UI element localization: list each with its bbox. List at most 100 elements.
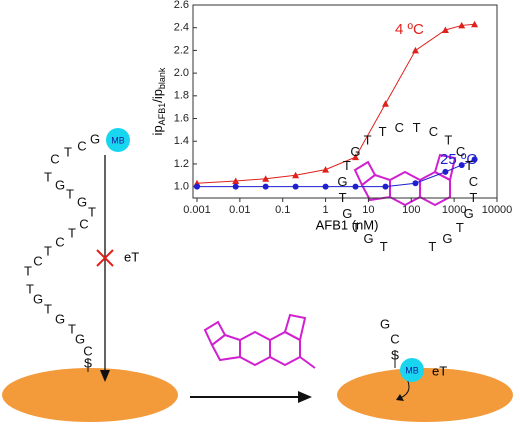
series-line — [196, 23, 475, 184]
nucleotide: S — [84, 355, 93, 370]
series-label: 25 ºC — [440, 151, 477, 168]
nucleotide: T — [343, 158, 351, 173]
marker — [322, 183, 329, 190]
arrow-head — [298, 391, 312, 403]
marker — [471, 156, 478, 163]
nucleotide: T — [26, 281, 34, 296]
y-label-part: blank — [157, 67, 167, 89]
nucleotide: T — [339, 190, 347, 205]
marker — [382, 183, 389, 190]
y-label-part: AFB1 — [157, 103, 167, 126]
arrow-head — [396, 394, 404, 401]
nucleotide: G — [55, 311, 65, 326]
marker — [262, 183, 269, 190]
nucleotide: T — [64, 144, 72, 159]
marker — [458, 162, 465, 169]
marker — [412, 180, 419, 187]
x-tick-label: 0.01 — [229, 204, 250, 216]
electrode-left — [2, 368, 178, 422]
nucleotide: G — [342, 206, 352, 221]
aflatoxin — [203, 313, 316, 369]
arrow-head — [100, 370, 110, 382]
y-tick-label: 2.2 — [174, 44, 189, 56]
marker — [292, 183, 299, 190]
nucleotide: G — [380, 316, 390, 331]
nucleotide: G — [337, 174, 347, 189]
nucleotide: T — [379, 124, 387, 139]
nucleotide: C — [79, 216, 88, 231]
y-tick-label: 1.8 — [174, 90, 189, 102]
nucleotide: T — [24, 263, 32, 278]
nucleotide: T — [469, 190, 477, 205]
aflatoxin-bound — [353, 153, 457, 207]
nucleotide: T — [68, 321, 76, 336]
nucleotide: T — [352, 220, 360, 235]
nucleotide: S — [391, 347, 400, 362]
nucleotide: T — [413, 120, 421, 135]
nucleotide: T — [444, 132, 452, 147]
nucleotide: G — [75, 331, 85, 346]
x-tick-label: 1000 — [442, 204, 466, 216]
nucleotide: G — [33, 291, 43, 306]
marker — [292, 171, 300, 179]
et-label: eT — [432, 363, 447, 378]
y-axis-label: ipAFB1/ipblank — [150, 67, 167, 135]
marker — [322, 166, 330, 173]
x-tick-label: 0.001 — [183, 204, 211, 216]
marker — [411, 46, 419, 54]
x-tick-label: 10 — [362, 204, 374, 216]
y-label-part: /ip — [150, 89, 165, 103]
nucleotide: T — [88, 204, 96, 219]
nucleotide: G — [55, 177, 65, 192]
electrode-right — [337, 368, 513, 422]
nucleotide: G — [77, 194, 87, 209]
x-tick-label: 1 — [323, 204, 329, 216]
nucleotide: T — [44, 169, 52, 184]
y-tick-label: 2.4 — [174, 22, 189, 34]
nucleotide: C — [50, 151, 59, 166]
marker — [441, 26, 449, 33]
mb-label: MB — [405, 365, 419, 375]
nucleotide: T — [44, 243, 52, 258]
nucleotide: T — [66, 186, 74, 201]
y-label-part: ip — [150, 125, 165, 135]
marker — [471, 20, 479, 28]
y-tick-label: 2.6 — [174, 0, 189, 11]
x-tick-label: 100 — [402, 204, 420, 216]
nucleotide: T — [44, 301, 52, 316]
marker — [232, 183, 239, 190]
marker — [262, 175, 270, 182]
nucleotide: C — [55, 234, 64, 249]
marker — [458, 21, 466, 29]
block-x — [96, 249, 114, 267]
x-tick-label: 0.1 — [275, 204, 290, 216]
marker — [352, 153, 360, 161]
nucleotide: C — [429, 124, 438, 139]
nucleotide: C — [83, 343, 92, 358]
y-tick-label: 1.4 — [174, 135, 189, 147]
nucleotide: C — [33, 253, 42, 268]
nucleotide: C — [390, 331, 399, 346]
nucleotide: C — [77, 138, 86, 153]
nucleotide: T — [465, 158, 473, 173]
plot-frame — [192, 4, 498, 199]
y-tick-label: 1.0 — [174, 181, 189, 193]
nucleotide: C — [469, 174, 478, 189]
nucleotide: T — [380, 239, 388, 254]
nucleotide: G — [464, 206, 474, 221]
marker — [442, 168, 449, 175]
mb-tag — [106, 128, 130, 152]
nucleotide: T — [68, 225, 76, 240]
x-tick-label: 10000 — [482, 204, 513, 216]
marker — [194, 183, 200, 190]
nucleotide: G — [350, 144, 360, 159]
nucleotide: G — [364, 231, 374, 246]
series-label: 4 ºC — [395, 21, 424, 38]
y-tick-label: 2.0 — [174, 67, 189, 79]
mb-tag — [400, 358, 424, 382]
marker — [381, 100, 389, 107]
y-tick-label: 1.2 — [174, 158, 189, 170]
nucleotide: G — [442, 231, 452, 246]
nucleotide: T — [364, 132, 372, 147]
